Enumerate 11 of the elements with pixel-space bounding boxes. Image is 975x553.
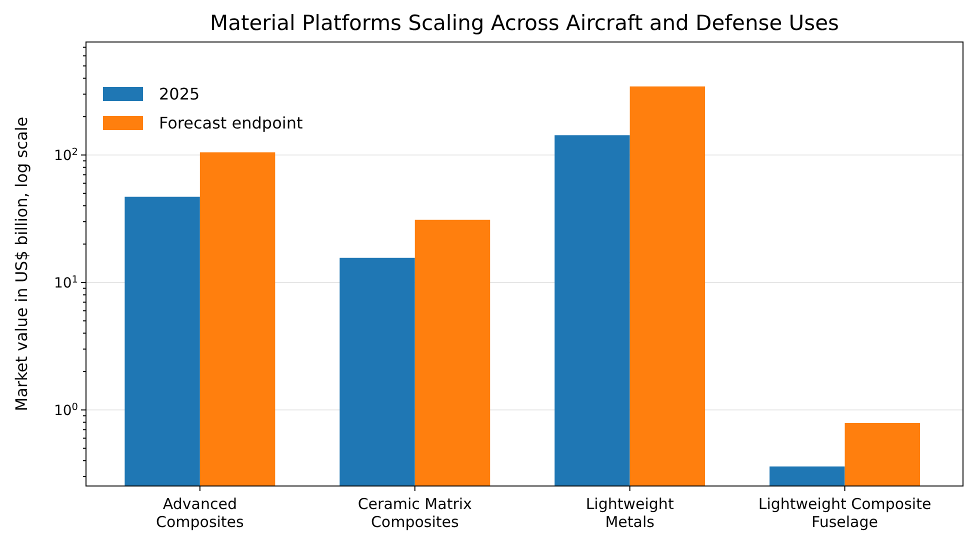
x-tick-label: Lightweight Composite Fuselage bbox=[758, 495, 932, 531]
chart-title: Material Platforms Scaling Across Aircraft and Defense Uses bbox=[210, 11, 839, 35]
y-tick-label: 10$^{2}$ bbox=[54, 146, 78, 164]
y-axis-title: Market value in US$ billion, log scale bbox=[12, 116, 31, 412]
legend-label: 2025 bbox=[159, 84, 200, 104]
y-tick-label: 10$^{1}$ bbox=[54, 274, 78, 292]
y-tick-label: 10$^{0}$ bbox=[54, 401, 78, 419]
x-tick-label: Lightweight Metals bbox=[586, 495, 674, 531]
x-tick-label: Ceramic Matrix Composites bbox=[358, 495, 472, 531]
x-tick-label: Advanced Composites bbox=[156, 495, 244, 531]
legend-label: Forecast endpoint bbox=[159, 114, 303, 133]
